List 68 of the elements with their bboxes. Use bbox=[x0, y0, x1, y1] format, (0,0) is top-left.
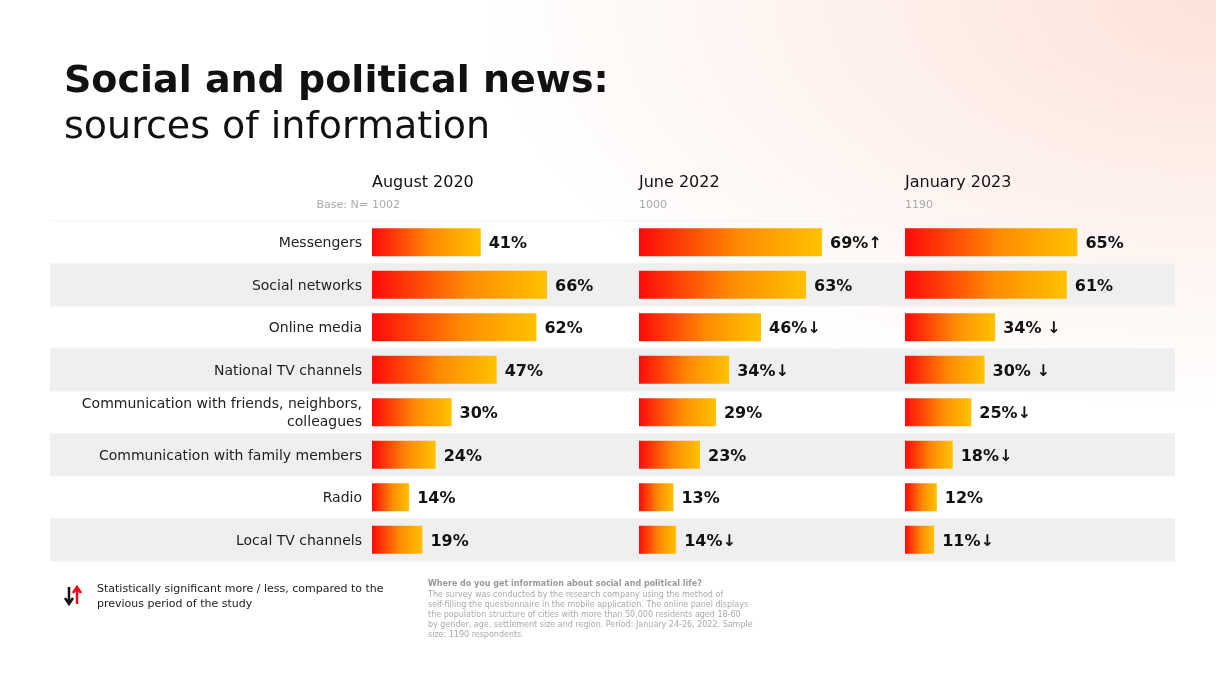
bar bbox=[905, 270, 1067, 299]
bar bbox=[372, 525, 423, 554]
text: The survey was conducted by the research company using the method of self-filling the questionnaire in the mobile application. The online panel displays the population structure of cities with more than 50,000 residents aged 18-60 by gender, age, settlement size and region. Period: January 24-26, 2022. Sample size: 1190 respondents. bbox=[427, 590, 753, 639]
chart-subtitle: 1000 bbox=[639, 198, 667, 211]
bar bbox=[639, 270, 807, 299]
bar bbox=[372, 440, 436, 469]
bar bbox=[639, 355, 730, 384]
data-label: 66% bbox=[555, 275, 594, 295]
chart-subtitle: 1190 bbox=[905, 198, 933, 211]
data-label: 23% bbox=[708, 445, 747, 465]
data-label: 61% bbox=[1074, 275, 1114, 295]
data-label: 69%↑ bbox=[830, 233, 882, 253]
data-label: 30% ↓ bbox=[992, 360, 1050, 380]
y-tick-label: Online media bbox=[268, 319, 362, 336]
bar bbox=[905, 440, 953, 469]
data-label: 34%↓ bbox=[737, 360, 789, 380]
data-label: 34% ↓ bbox=[1003, 318, 1061, 338]
data-label: 29% bbox=[723, 403, 763, 423]
text: sources of information bbox=[64, 103, 491, 147]
bar bbox=[905, 525, 935, 554]
data-label: 13% bbox=[681, 488, 720, 508]
bar bbox=[905, 398, 972, 427]
y-tick-label: Social networks bbox=[251, 276, 362, 293]
y-tick-label: Communication with friends, neighbors, colleagues bbox=[81, 395, 362, 430]
text: Base: N= bbox=[316, 198, 368, 211]
bar bbox=[905, 483, 937, 512]
data-label: 11%↓ bbox=[942, 530, 994, 550]
chart-title: January 2023 bbox=[904, 172, 1012, 191]
data-label: 65% bbox=[1085, 233, 1124, 253]
data-label: 63% bbox=[814, 275, 853, 295]
bar bbox=[639, 440, 700, 469]
y-tick-label: Radio bbox=[322, 489, 362, 506]
data-label: 30% bbox=[459, 403, 498, 423]
bar bbox=[639, 398, 716, 427]
data-label: 25%↓ bbox=[979, 403, 1032, 423]
data-label: 19% bbox=[430, 530, 469, 550]
data-label: 18%↓ bbox=[960, 445, 1013, 465]
bar bbox=[905, 313, 996, 342]
bar bbox=[639, 525, 677, 554]
data-label: 14% bbox=[417, 488, 456, 508]
text: Statistically significant more / less, compared to the previous period of the study bbox=[97, 582, 384, 610]
chart-subtitle: 1002 bbox=[372, 198, 400, 211]
chart-title: June 2022 bbox=[638, 172, 720, 191]
y-tick-label: National TV channels bbox=[213, 361, 362, 378]
y-tick-label: Messengers bbox=[278, 234, 362, 251]
bar bbox=[639, 228, 822, 257]
data-label: 41% bbox=[488, 233, 528, 253]
bar bbox=[372, 483, 410, 512]
bar bbox=[905, 228, 1078, 257]
data-label: 62% bbox=[544, 318, 583, 338]
bar bbox=[372, 313, 537, 342]
data-label: 46%↓ bbox=[769, 318, 821, 338]
data-label: 24% bbox=[443, 445, 482, 465]
bar bbox=[905, 355, 985, 384]
y-tick-label: Communication with family members bbox=[98, 446, 362, 463]
text: Social and political news: bbox=[64, 57, 609, 101]
bar bbox=[372, 228, 481, 257]
text: Where do you get information about social and political life? bbox=[428, 579, 703, 588]
bar bbox=[372, 355, 497, 384]
y-tick-label: Local TV channels bbox=[235, 531, 362, 548]
bar bbox=[372, 398, 452, 427]
bar bbox=[372, 270, 548, 299]
data-label: 12% bbox=[944, 488, 984, 508]
bar bbox=[639, 483, 674, 512]
bar bbox=[639, 313, 761, 342]
chart-title: August 2020 bbox=[372, 172, 474, 191]
data-label: 47% bbox=[504, 360, 543, 380]
data-label: 14%↓ bbox=[684, 530, 736, 550]
